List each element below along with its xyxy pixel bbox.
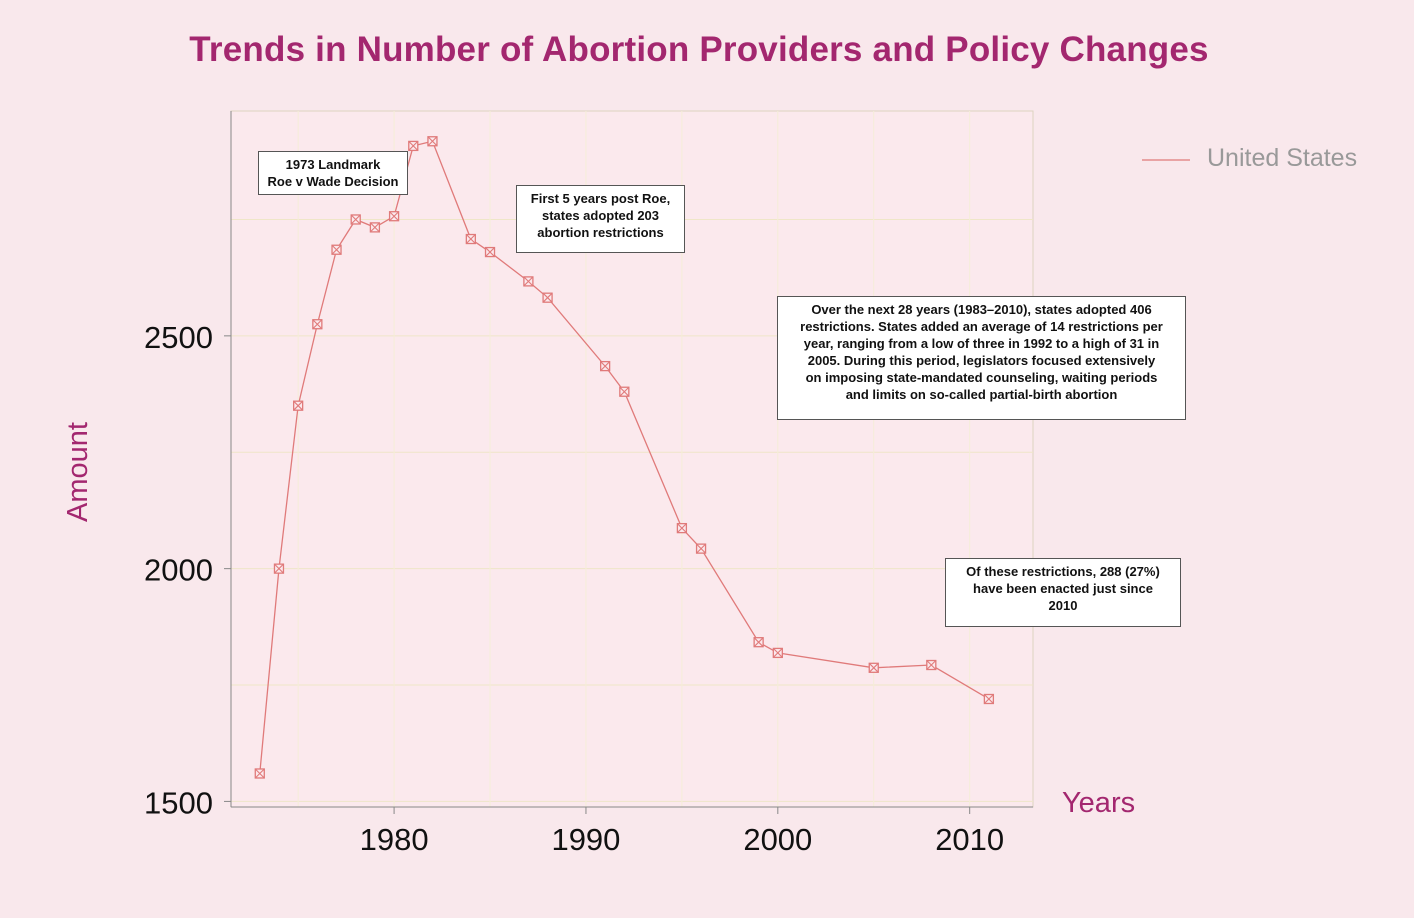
y-tick-label: 2500 [144,320,213,355]
annotation-line: Over the next 28 years (1983–2010), stat… [811,302,1152,317]
data-point-marker [772,647,783,659]
data-point-marker [619,386,630,397]
y-tick-label: 2000 [144,553,213,588]
data-point-marker [983,693,995,705]
annotation-line: restrictions. States added an average of… [800,319,1163,334]
legend-label: United States [1207,144,1357,172]
chart-title: Trends in Number of Abortion Providers a… [189,30,1209,69]
data-point-marker [484,246,496,258]
data-point-marker [408,140,419,152]
data-point-marker [523,276,534,287]
data-point-marker [926,659,937,671]
data-point-marker [542,292,553,303]
data-point-marker [273,563,285,574]
data-point-marker [599,360,611,372]
annotation-since-2010: Of these restrictions, 288 (27%) have bee… [945,558,1181,627]
annotation-first-five-years: First 5 years post Roe, states adopted 20… [516,185,685,253]
annotation-line: abortion restrictions [537,225,664,240]
series-layer [254,136,995,779]
annotation-line: Roe v Wade Decision [267,174,399,189]
data-point-marker [331,244,342,255]
annotation-line: 2010 [1048,598,1078,613]
x-tick-label: 2000 [743,822,812,857]
data-point-marker [350,214,361,225]
annotation-roe-decision: 1973 Landmark Roe v Wade Decision [258,151,408,195]
annotation-line: states adopted 203 [541,208,660,223]
annotation-line: and limits on so-called partial-birth ab… [845,387,1118,402]
y-tick-label: 1500 [144,785,213,820]
y-axis-title: Amount [62,422,94,522]
data-point-marker [388,211,400,222]
annotation-line: Of these restrictions, 288 (27%) [966,564,1160,579]
data-point-marker [427,136,438,147]
data-point-marker [254,768,265,779]
x-axis-title: Years [1062,787,1135,819]
x-tick-label: 1980 [360,822,429,857]
annotation-line: have been enacted just since [973,581,1153,596]
data-point-marker [293,400,304,411]
data-point-marker [753,637,764,648]
axes: 1500 2000 2500 1980 1990 2000 2010 [144,111,1033,857]
annotation-next-28-years: Over the next 28 years (1983–2010), stat… [777,296,1186,420]
data-point-marker [868,662,879,673]
x-tick-label: 1990 [551,822,620,857]
data-point-marker [695,543,707,554]
annotation-line: 2005. During this period, legislators fo… [807,353,1156,368]
legend: United States [1142,144,1357,172]
data-point-marker [676,522,688,534]
data-point-marker [312,319,323,330]
data-point-marker [369,222,381,233]
x-tick-label: 2010 [935,822,1004,857]
annotation-line: First 5 years post Roe, [530,191,671,206]
data-point-marker [465,233,476,245]
annotation-line: year, ranging from a low of three in 199… [803,336,1160,351]
annotation-line: 1973 Landmark [285,157,381,172]
annotation-line: on imposing state-mandated counseling, w… [805,370,1158,385]
